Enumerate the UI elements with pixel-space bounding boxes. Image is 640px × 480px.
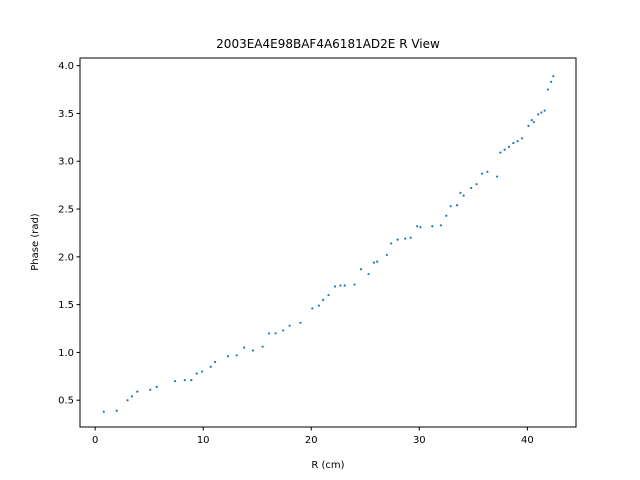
data-point <box>527 124 530 127</box>
data-point <box>470 186 473 190</box>
data-point <box>213 360 217 364</box>
data-point <box>486 170 489 173</box>
data-point <box>475 183 478 186</box>
data-point <box>496 175 499 178</box>
data-point <box>449 205 452 208</box>
x-tick-label: 40 <box>521 435 534 446</box>
data-point <box>512 141 515 145</box>
data-point <box>327 293 330 297</box>
data-point <box>376 260 379 263</box>
y-tick-label: 1.0 <box>58 348 74 359</box>
x-axis-label: R (cm) <box>311 460 344 471</box>
data-point <box>201 370 204 373</box>
data-point <box>149 388 152 391</box>
data-point <box>550 80 553 83</box>
data-point <box>183 379 186 382</box>
data-point <box>251 349 254 352</box>
data-point <box>546 88 550 91</box>
data-point <box>343 284 346 287</box>
data-point <box>537 113 540 116</box>
y-axis: 0.5 1.0 1.5 2.0 2.5 3.0 3.5 4.0 <box>58 61 80 407</box>
data-point <box>195 372 198 375</box>
x-tick-label: 0 <box>92 435 98 446</box>
data-point <box>359 268 363 271</box>
data-point <box>516 140 519 143</box>
data-point <box>503 148 506 151</box>
data-point <box>409 236 412 239</box>
data-point <box>317 304 320 307</box>
data-point <box>372 261 376 264</box>
data-point <box>390 242 393 245</box>
data-point <box>480 172 484 175</box>
data-point <box>226 355 230 358</box>
data-point <box>155 385 158 388</box>
data-point <box>543 109 546 112</box>
plot-area <box>102 75 555 413</box>
data-point <box>130 395 133 398</box>
y-tick-label: 3.5 <box>58 109 74 120</box>
data-point <box>367 272 370 276</box>
data-point <box>274 332 277 335</box>
data-point <box>190 379 193 382</box>
y-tick-label: 2.0 <box>58 252 74 263</box>
y-tick-label: 3.0 <box>58 157 74 168</box>
x-tick-label: 10 <box>197 435 210 446</box>
x-tick-label: 20 <box>305 435 318 446</box>
data-point <box>311 307 314 310</box>
data-point <box>404 237 407 240</box>
data-point <box>268 332 271 335</box>
y-tick-label: 0.5 <box>58 396 74 407</box>
data-point <box>445 214 448 217</box>
data-point <box>439 224 443 227</box>
data-point <box>552 75 555 78</box>
data-point <box>431 225 434 228</box>
data-point <box>530 119 533 122</box>
data-point <box>507 145 511 149</box>
data-point <box>462 194 465 197</box>
y-tick-label: 2.5 <box>58 205 74 216</box>
data-point <box>385 253 388 257</box>
data-point <box>322 298 325 301</box>
y-axis-label: Phase (rad) <box>30 213 41 271</box>
data-point <box>136 390 139 393</box>
data-point <box>416 225 419 228</box>
x-axis: 0 10 20 30 40 <box>92 427 534 446</box>
data-point <box>396 238 399 241</box>
data-point <box>532 120 535 124</box>
data-point <box>209 365 212 368</box>
data-point <box>282 329 285 332</box>
data-point <box>419 226 422 229</box>
data-point <box>540 111 543 114</box>
x-tick-label: 30 <box>413 435 426 446</box>
data-point <box>173 380 177 383</box>
y-tick-label: 1.5 <box>58 300 74 311</box>
data-point <box>499 151 502 154</box>
data-point <box>115 409 118 412</box>
data-point <box>520 137 524 140</box>
data-point <box>261 345 264 348</box>
data-point <box>243 346 246 349</box>
data-point <box>126 399 129 402</box>
data-point <box>456 204 459 207</box>
data-point <box>339 284 342 287</box>
data-point <box>102 410 105 413</box>
y-tick-label: 4.0 <box>58 61 74 72</box>
data-point <box>299 321 302 324</box>
data-point <box>353 283 356 286</box>
data-point <box>288 324 291 327</box>
data-point <box>333 285 337 288</box>
data-point <box>459 191 462 194</box>
plot-frame <box>79 57 577 428</box>
data-point <box>235 354 238 357</box>
chart-title: 2003EA4E98BAF4A6181AD2E R View <box>216 37 440 51</box>
